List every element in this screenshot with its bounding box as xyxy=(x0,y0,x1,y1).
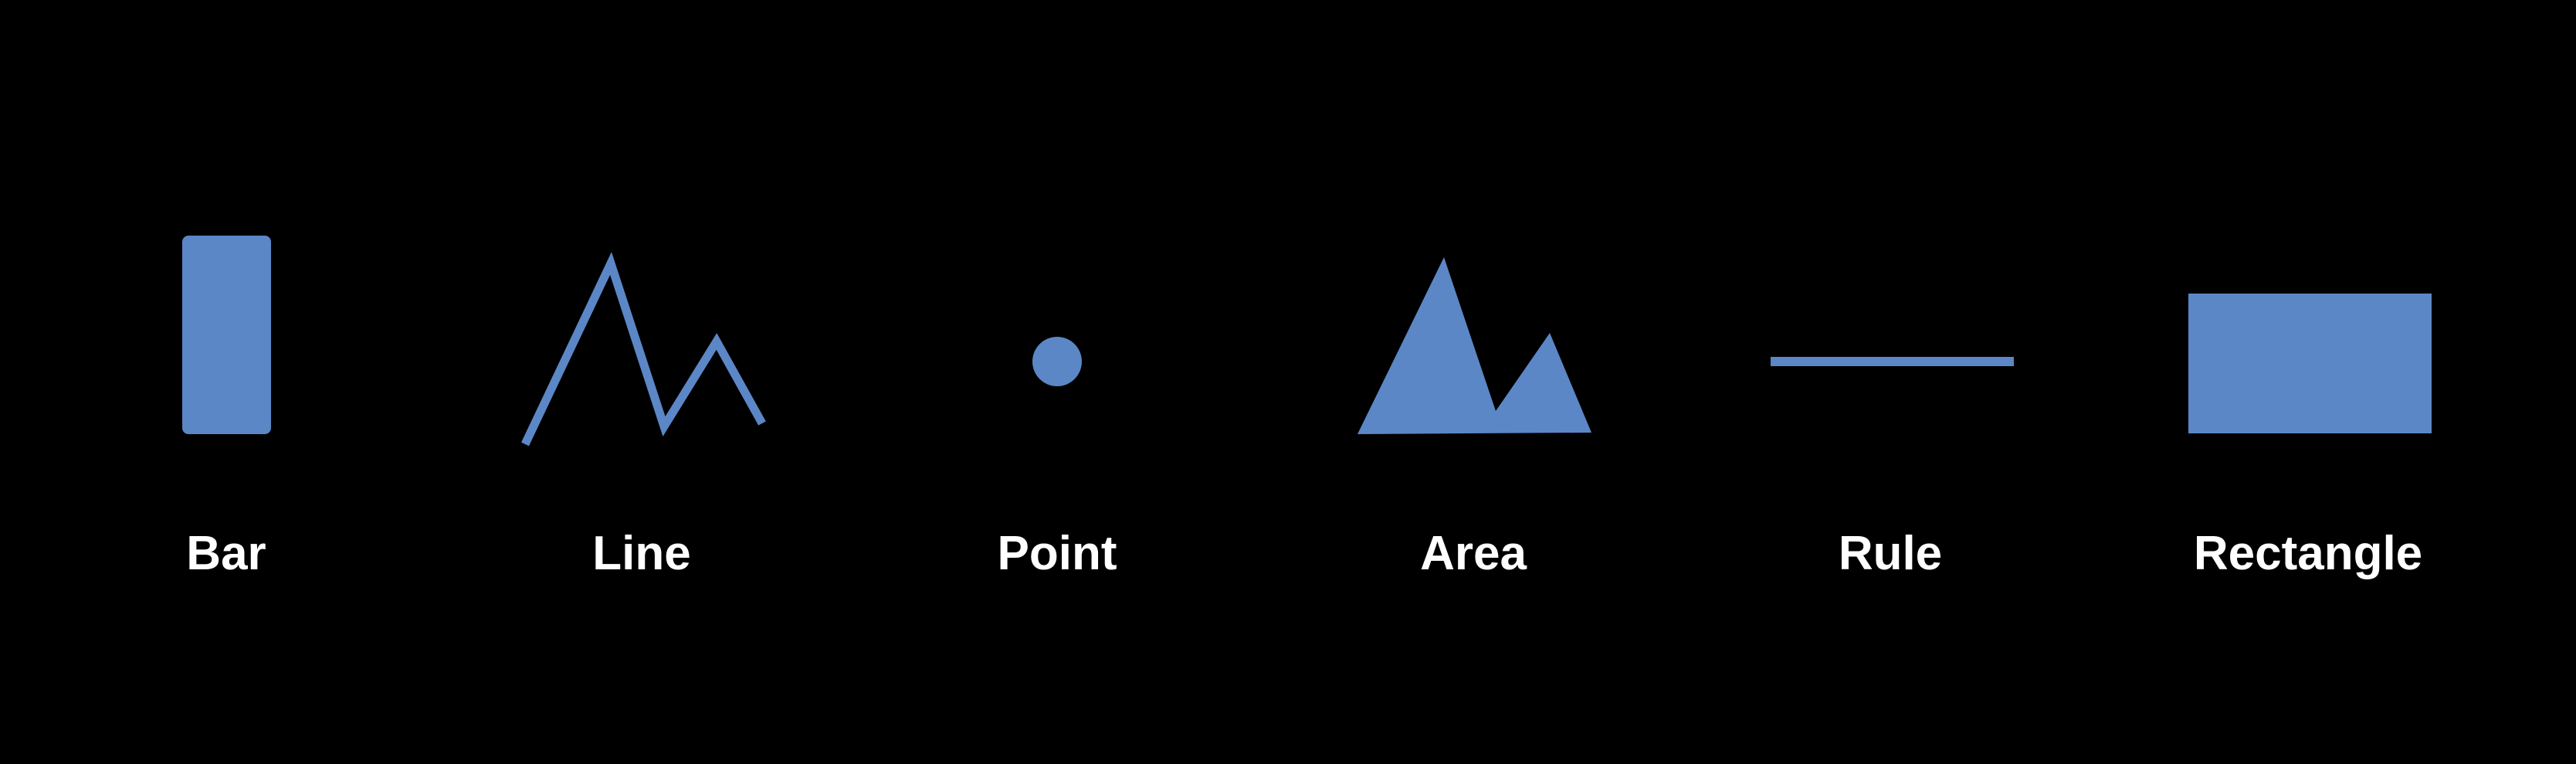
rectangle-icon xyxy=(2188,294,2432,433)
bar-label: Bar xyxy=(186,527,266,580)
rule-icon xyxy=(1771,357,2014,366)
rule-label: Rule xyxy=(1838,527,1943,580)
rectangle-label: Rectangle xyxy=(2193,527,2423,580)
point-label: Point xyxy=(997,527,1117,580)
area-label: Area xyxy=(1420,527,1527,580)
line-icon xyxy=(521,252,766,447)
line-label: Line xyxy=(592,527,691,580)
point-icon xyxy=(1032,337,1082,386)
bar-icon xyxy=(182,236,271,434)
area-icon xyxy=(1357,257,1591,434)
